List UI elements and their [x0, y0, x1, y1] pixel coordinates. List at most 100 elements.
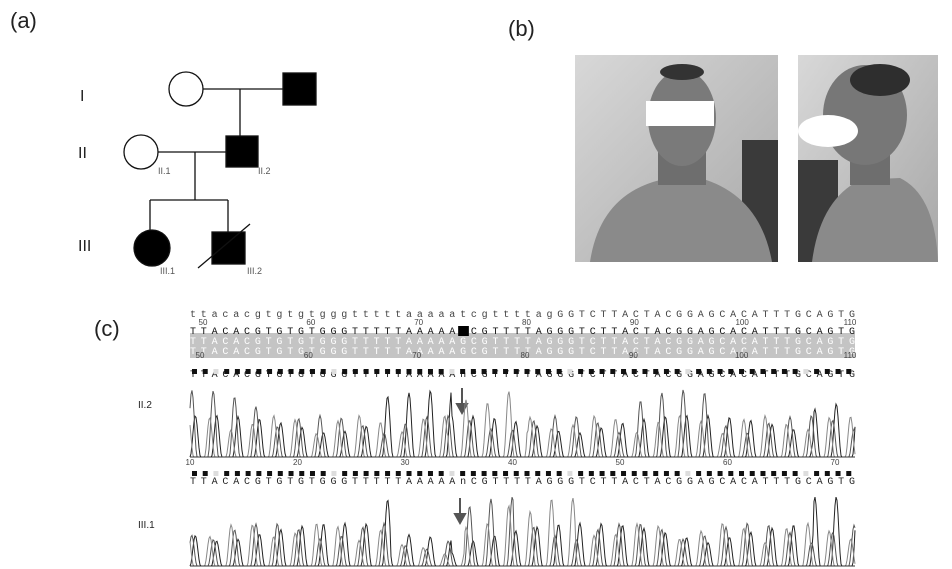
quality-box: [846, 471, 851, 476]
quality-box: [514, 369, 519, 374]
quality-box: [718, 471, 723, 476]
quality-box: [771, 471, 776, 476]
chromatogram-trace: [190, 390, 855, 457]
quality-box: [299, 471, 304, 476]
quality-box: [396, 369, 401, 374]
quality-box: [825, 369, 830, 374]
quality-box: [203, 471, 208, 476]
quality-box: [267, 471, 272, 476]
quality-box: [825, 471, 830, 476]
quality-box: [471, 471, 476, 476]
quality-box: [289, 471, 294, 476]
quality-box: [503, 369, 508, 374]
quality-box: [256, 369, 261, 374]
ruler-label: 80: [522, 318, 531, 327]
photo-profile: [798, 55, 938, 262]
quality-box: [782, 369, 787, 374]
quality-box: [439, 471, 444, 476]
quality-box: [449, 471, 454, 476]
quality-box: [846, 369, 851, 374]
sample-label: III.1: [138, 520, 155, 531]
quality-box: [557, 369, 562, 374]
quality-box: [600, 471, 605, 476]
quality-box: [728, 369, 733, 374]
ruler-label: 90: [629, 351, 638, 360]
quality-box: [321, 471, 326, 476]
ruler-label: 40: [508, 458, 517, 467]
quality-box: [492, 369, 497, 374]
panel-label: (c): [94, 316, 120, 341]
quality-box: [664, 369, 669, 374]
quality-box: [364, 471, 369, 476]
quality-box: [621, 369, 626, 374]
quality-box: [396, 471, 401, 476]
quality-box: [267, 369, 272, 374]
quality-box: [525, 471, 530, 476]
individual-label: II.1: [158, 166, 171, 176]
quality-box: [750, 369, 755, 374]
quality-box: [675, 369, 680, 374]
quality-box: [385, 369, 390, 374]
quality-box: [814, 369, 819, 374]
ruler-label: 110: [844, 318, 857, 327]
quality-box: [374, 471, 379, 476]
quality-box: [771, 369, 776, 374]
quality-box: [535, 369, 540, 374]
ruler-label: 90: [630, 318, 639, 327]
quality-box: [760, 471, 765, 476]
photo-front: [575, 55, 778, 262]
individual-label: II.2: [258, 166, 271, 176]
quality-box: [707, 471, 712, 476]
quality-box: [374, 369, 379, 374]
quality-box: [525, 369, 530, 374]
quality-box: [546, 471, 551, 476]
quality-box: [685, 471, 690, 476]
quality-box: [664, 471, 669, 476]
quality-box: [600, 369, 605, 374]
quality-box: [353, 369, 358, 374]
chromatogram-trace: [190, 391, 855, 457]
quality-box: [289, 369, 294, 374]
quality-box: [492, 471, 497, 476]
quality-box: [278, 369, 283, 374]
ruler-label: 50: [199, 318, 208, 327]
quality-box: [696, 369, 701, 374]
quality-box: [482, 369, 487, 374]
quality-box: [246, 369, 251, 374]
quality-box: [460, 369, 465, 374]
pedigree: [124, 72, 316, 268]
quality-box: [224, 369, 229, 374]
quality-box: [696, 471, 701, 476]
quality-box: [760, 369, 765, 374]
figure: (a) (b) (c) I II III II.1 II.2 III.1 III…: [0, 0, 952, 569]
quality-box: [235, 471, 240, 476]
ruler-label: 70: [412, 351, 421, 360]
quality-box: [535, 471, 540, 476]
quality-box: [460, 471, 465, 476]
quality-box: [407, 471, 412, 476]
ruler-label: 70: [831, 458, 840, 467]
quality-box: [653, 471, 658, 476]
quality-box: [567, 471, 572, 476]
quality-box: [428, 369, 433, 374]
quality-box: [213, 471, 218, 476]
quality-box: [364, 369, 369, 374]
quality-box: [503, 471, 508, 476]
quality-box: [557, 471, 562, 476]
quality-box: [213, 369, 218, 374]
ruler-label: 80: [521, 351, 530, 360]
generation-label: III: [78, 238, 91, 255]
quality-box: [471, 369, 476, 374]
quality-box: [610, 471, 615, 476]
quality-box: [803, 471, 808, 476]
quality-box: [750, 471, 755, 476]
quality-box: [803, 369, 808, 374]
sequence-row: TTACACGTGTGTGGGTTTTTAAAAAnCGTTTTAGGGTCTT…: [190, 477, 855, 488]
ruler-label: 60: [306, 318, 315, 327]
quality-box: [642, 369, 647, 374]
quality-box: [707, 369, 712, 374]
quality-box: [675, 471, 680, 476]
quality-box: [739, 471, 744, 476]
generation-label: I: [80, 88, 84, 105]
ruler-label: 10: [186, 458, 195, 467]
